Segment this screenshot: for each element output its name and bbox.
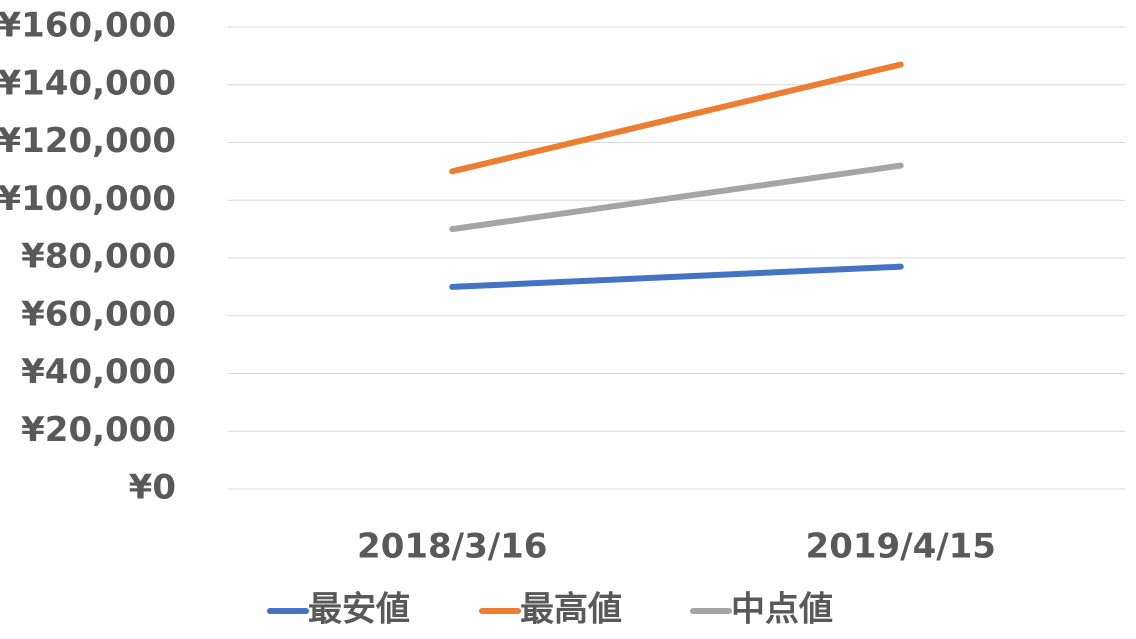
y-tick-label: ¥40,000 xyxy=(21,352,176,392)
y-tick-label: ¥0 xyxy=(129,468,176,508)
y-tick-label: ¥160,000 xyxy=(0,6,176,46)
series-line xyxy=(449,162,904,233)
x-tick-label: 2019/4/15 xyxy=(806,527,996,567)
legend-label: 最安値 xyxy=(308,590,410,630)
y-tick-label: ¥60,000 xyxy=(21,294,176,334)
y-tick-label: ¥120,000 xyxy=(0,121,176,161)
series-line xyxy=(449,61,904,175)
y-tick-label: ¥20,000 xyxy=(21,410,176,450)
legend-label: 中点値 xyxy=(731,590,833,630)
y-tick-label: ¥140,000 xyxy=(0,63,176,103)
y-tick-label: ¥100,000 xyxy=(0,179,176,219)
legend-label: 最高値 xyxy=(520,590,622,630)
series-line xyxy=(449,263,904,290)
x-tick-label: 2018/3/16 xyxy=(357,527,547,567)
y-tick-label: ¥80,000 xyxy=(21,237,176,277)
